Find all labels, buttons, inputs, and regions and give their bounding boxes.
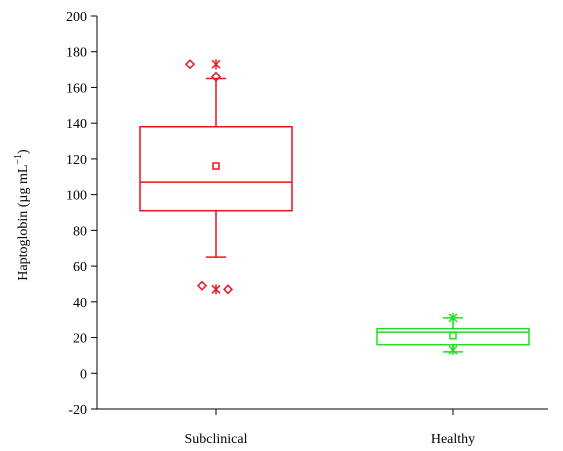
axes: [96, 16, 548, 410]
box-series: [139, 59, 530, 356]
box-healthy: [376, 312, 530, 356]
y-tick-label: -20: [68, 403, 87, 418]
y-tick-label: 60: [73, 260, 87, 275]
box-subclinical: [139, 59, 293, 295]
y-tick-label: 180: [66, 46, 87, 61]
y-tick-label: 80: [73, 224, 87, 239]
y-axis-label: Haptoglobin (µg mL−1): [13, 149, 31, 281]
y-tick-label: 40: [73, 296, 87, 311]
x-category-label: Healthy: [431, 432, 475, 447]
y-tick-label: 200: [66, 10, 87, 25]
y-tick-label: 20: [73, 332, 87, 347]
y-axis-ticks: -20 0 20 40 60 80 100 120 140 160 180 200: [66, 10, 97, 418]
y-tick-label: 100: [66, 189, 87, 204]
outlier-diamond: [222, 284, 234, 295]
mean-marker: [212, 162, 220, 170]
y-tick-label: 0: [80, 367, 87, 382]
outlier-diamond: [184, 59, 196, 70]
outlier-diamond: [210, 71, 222, 82]
mean-marker: [449, 332, 457, 340]
y-tick-label: 140: [66, 117, 87, 132]
y-tick-label: 120: [66, 153, 87, 168]
x-category-label: Subclinical: [185, 432, 248, 447]
y-tick-label: 160: [66, 81, 87, 96]
x-axis-ticks: Subclinical Healthy: [185, 409, 475, 447]
outlier-diamond: [196, 280, 208, 291]
